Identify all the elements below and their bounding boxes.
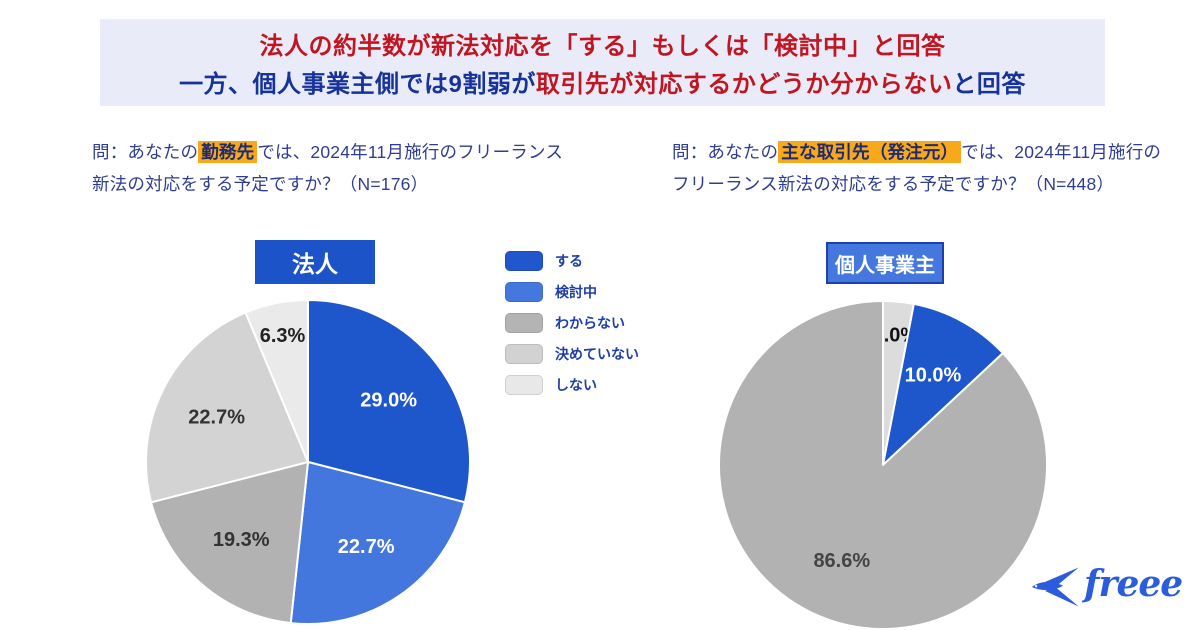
question-sole-proprietor: 問：あなたの 主な取引先（発注元） では、2024年11月施行のフリーランス新法の対… (672, 136, 1164, 200)
legend-label: わからない (555, 314, 625, 331)
question-sole-proprietor-highlight: 主な取引先（発注元） (778, 141, 962, 163)
headline-line2-navy-b: と回答 (952, 71, 1026, 98)
legend-swatch (505, 343, 543, 364)
question-sole-proprietor-prefix: 問：あなたの (672, 142, 779, 162)
legend-item: 決めていない (505, 343, 639, 364)
pie-slice-label: 22.7% (338, 536, 395, 558)
question-corporate: 問：あなたの 勤務先 では、2024年11月施行のフリーランス新法の対応をする予定で… (92, 136, 566, 200)
pie-slice-label: 19.3% (213, 529, 270, 551)
legend-swatch (505, 374, 543, 395)
legend-label: 決めていない (555, 345, 639, 362)
legend-item: しない (505, 374, 639, 395)
freee-swallow-icon (1031, 567, 1079, 607)
pie-slice-label: 29.0% (360, 389, 417, 411)
pie-slice-label: 6.3% (260, 325, 306, 347)
legend-item: する (505, 250, 639, 271)
sole-proprietor-pie-chart: 3.0% 10.0% 86.6% (718, 300, 1048, 630)
question-corporate-prefix: 問：あなたの (92, 142, 199, 162)
legend-item: わからない (505, 312, 639, 333)
legend: する検討中わからない決めていない しない (505, 250, 639, 405)
pie-slice (307, 299, 471, 504)
freee-logo: freee (1028, 556, 1188, 618)
legend-swatch (505, 312, 543, 333)
pie-slice (145, 311, 309, 504)
headline-line2-navy-a: 一方、個人事業主側では9割弱が (179, 71, 536, 98)
legend-label: しない (555, 376, 597, 393)
pie-slice (882, 302, 1004, 466)
headline-line2: 一方、個人事業主側では9割弱が取引先が対応するかどうか分からないと回答 (100, 64, 1105, 99)
pie-slice-label: 86.6% (813, 550, 870, 572)
pie-slice-label: 10.0% (905, 365, 962, 387)
headline-banner: 法人の約半数が新法対応を「する」もしくは「検討中」と回答 一方、個人事業主側では… (100, 19, 1105, 106)
legend-label: 検討中 (555, 283, 597, 300)
question-corporate-suffix: では、2024年11月施行のフリーランス新法の対応をする予定ですか？（N=176… (92, 142, 564, 194)
headline-line2-red: 取引先が対応するかどうか分からない (535, 71, 953, 98)
pie-slice (150, 461, 309, 625)
freee-logo-text: freee (1084, 563, 1183, 605)
pie-slice (244, 299, 309, 463)
headline-line1: 法人の約半数が新法対応を「する」もしくは「検討中」と回答 (259, 33, 946, 60)
legend-swatch (505, 281, 543, 302)
pie-slice (718, 300, 1048, 630)
question-corporate-highlight: 勤務先 (198, 141, 258, 163)
chart-title-corporate: 法人 (255, 240, 375, 284)
pie-slice (289, 461, 466, 625)
legend-label: する (555, 252, 583, 269)
question-sole-proprietor-suffix: では、2024年11月施行のフリーランス新法の対応をする予定ですか？（N=448… (672, 142, 1162, 194)
legend-item: 検討中 (505, 281, 639, 302)
legend-swatch (505, 250, 543, 271)
chart-title-sole-proprietor: 個人事業主 (826, 242, 944, 284)
pie-slice-label: 22.7% (188, 407, 245, 429)
corporate-pie-chart: 29.0% 22.7% 19.3% 22.7% 6.3% (145, 299, 471, 625)
